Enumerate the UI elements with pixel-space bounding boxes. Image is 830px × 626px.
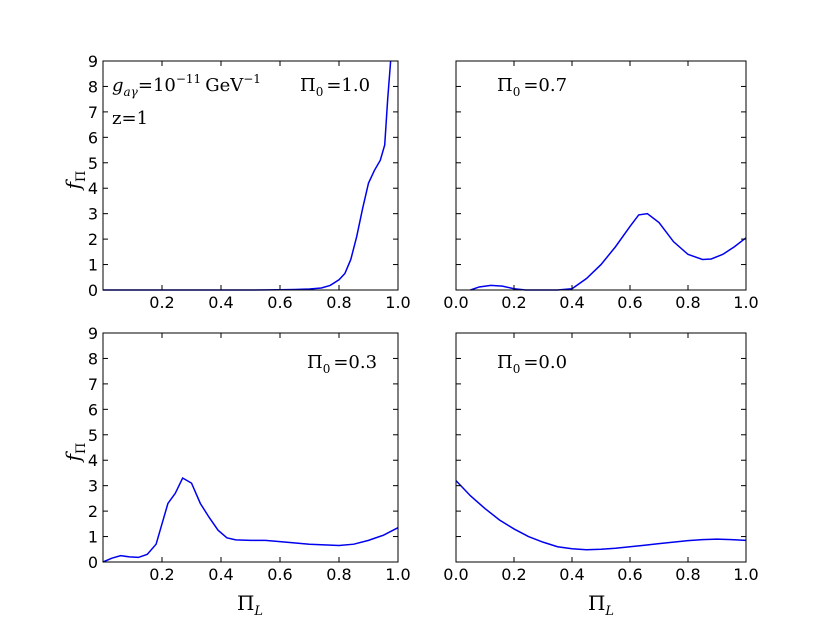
y-tick-label: 5 <box>88 154 98 173</box>
y-tick-label: 0 <box>88 553 98 572</box>
y-tick-label: 0 <box>88 281 98 300</box>
x-tick-label: 0.8 <box>326 565 351 584</box>
x-tick-label: 0.4 <box>208 565 233 584</box>
x-tick-label: 0.4 <box>208 293 233 312</box>
panel-top-left: 0.2 0.4 0.6 0.8 1.0 0 1 2 3 4 5 6 7 8 9 gaγ=10−11 GeV−1… <box>61 52 411 312</box>
y-tick-label: 8 <box>88 77 98 96</box>
panel-bottom-left: 0.2 0.4 0.6 0.8 1.0 0 1 2 3 4 5 6 7 8 9 Π0 =0.3 fΠ ΠL <box>61 324 411 619</box>
y-tick-label: 6 <box>88 128 98 147</box>
x-tick-label: 1.0 <box>385 293 410 312</box>
y-tick-label: 5 <box>88 426 98 445</box>
x-tick-label: 1.0 <box>733 565 758 584</box>
x-tick-label: 0.2 <box>149 293 174 312</box>
x-tick-label: 0.2 <box>501 293 526 312</box>
pi0-annotation: Π0 =0.0 <box>497 352 567 376</box>
x-tick-label: 0.4 <box>559 565 584 584</box>
y-tick-label: 2 <box>88 230 98 249</box>
y-tick-label: 3 <box>88 205 98 224</box>
redshift-annotation: z=1 <box>112 108 148 129</box>
y-axis-label: fΠ <box>61 443 89 464</box>
x-tick-label: 0.8 <box>326 293 351 312</box>
x-tick-label: 0.0 <box>443 293 468 312</box>
y-tick-label: 8 <box>88 349 98 368</box>
x-tick-label: 0.2 <box>501 565 526 584</box>
x-tick-label: 0.6 <box>267 293 292 312</box>
y-axis-label: fΠ <box>61 171 89 192</box>
x-tick-label: 1.0 <box>385 565 410 584</box>
panel-bottom-right: 0.0 0.2 0.4 0.6 0.8 1.0 Π0 =0.0 ΠL <box>443 332 759 619</box>
pi0-annotation: Π0 =0.3 <box>307 352 377 376</box>
x-tick-label: 1.0 <box>733 293 758 312</box>
x-tick-label: 0.0 <box>443 565 468 584</box>
x-tick-label: 0.6 <box>267 565 292 584</box>
plot-frame <box>455 60 747 291</box>
series-line-0 <box>102 476 399 563</box>
y-tick-label: 4 <box>88 179 98 198</box>
x-tick-label: 0.2 <box>149 565 174 584</box>
plot-frame <box>102 332 399 563</box>
x-tick-label: 0.4 <box>559 293 584 312</box>
y-tick-label: 1 <box>88 528 98 547</box>
y-tick-label: 6 <box>88 400 98 419</box>
y-tick-label: 3 <box>88 477 98 496</box>
x-tick-label: 0.8 <box>675 293 700 312</box>
y-tick-label: 9 <box>88 324 98 343</box>
x-axis-label: ΠL <box>588 591 614 619</box>
series-line-0 <box>455 480 747 551</box>
x-tick-label: 0.6 <box>617 565 642 584</box>
x-axis-label: ΠL <box>237 591 263 619</box>
y-tick-label: 1 <box>88 256 98 275</box>
y-tick-label: 4 <box>88 451 98 470</box>
x-tick-label: 0.8 <box>675 565 700 584</box>
y-tick-label: 2 <box>88 502 98 521</box>
pi0-annotation: Π0 =1.0 <box>300 75 370 99</box>
y-tick-label: 7 <box>88 103 98 122</box>
y-tick-label: 7 <box>88 375 98 394</box>
y-tick-label: 9 <box>88 52 98 71</box>
plot-frame <box>102 60 399 291</box>
x-tick-label: 0.6 <box>617 293 642 312</box>
plot-frame <box>455 332 747 563</box>
panel-top-right: 0.0 0.2 0.4 0.6 0.8 1.0 Π0 =0.7 <box>443 60 759 312</box>
pi0-annotation: Π0 =0.7 <box>497 75 567 99</box>
series-line-0 <box>470 212 747 291</box>
coupling-annotation: gaγ=10−11 GeV−1 <box>112 72 261 99</box>
